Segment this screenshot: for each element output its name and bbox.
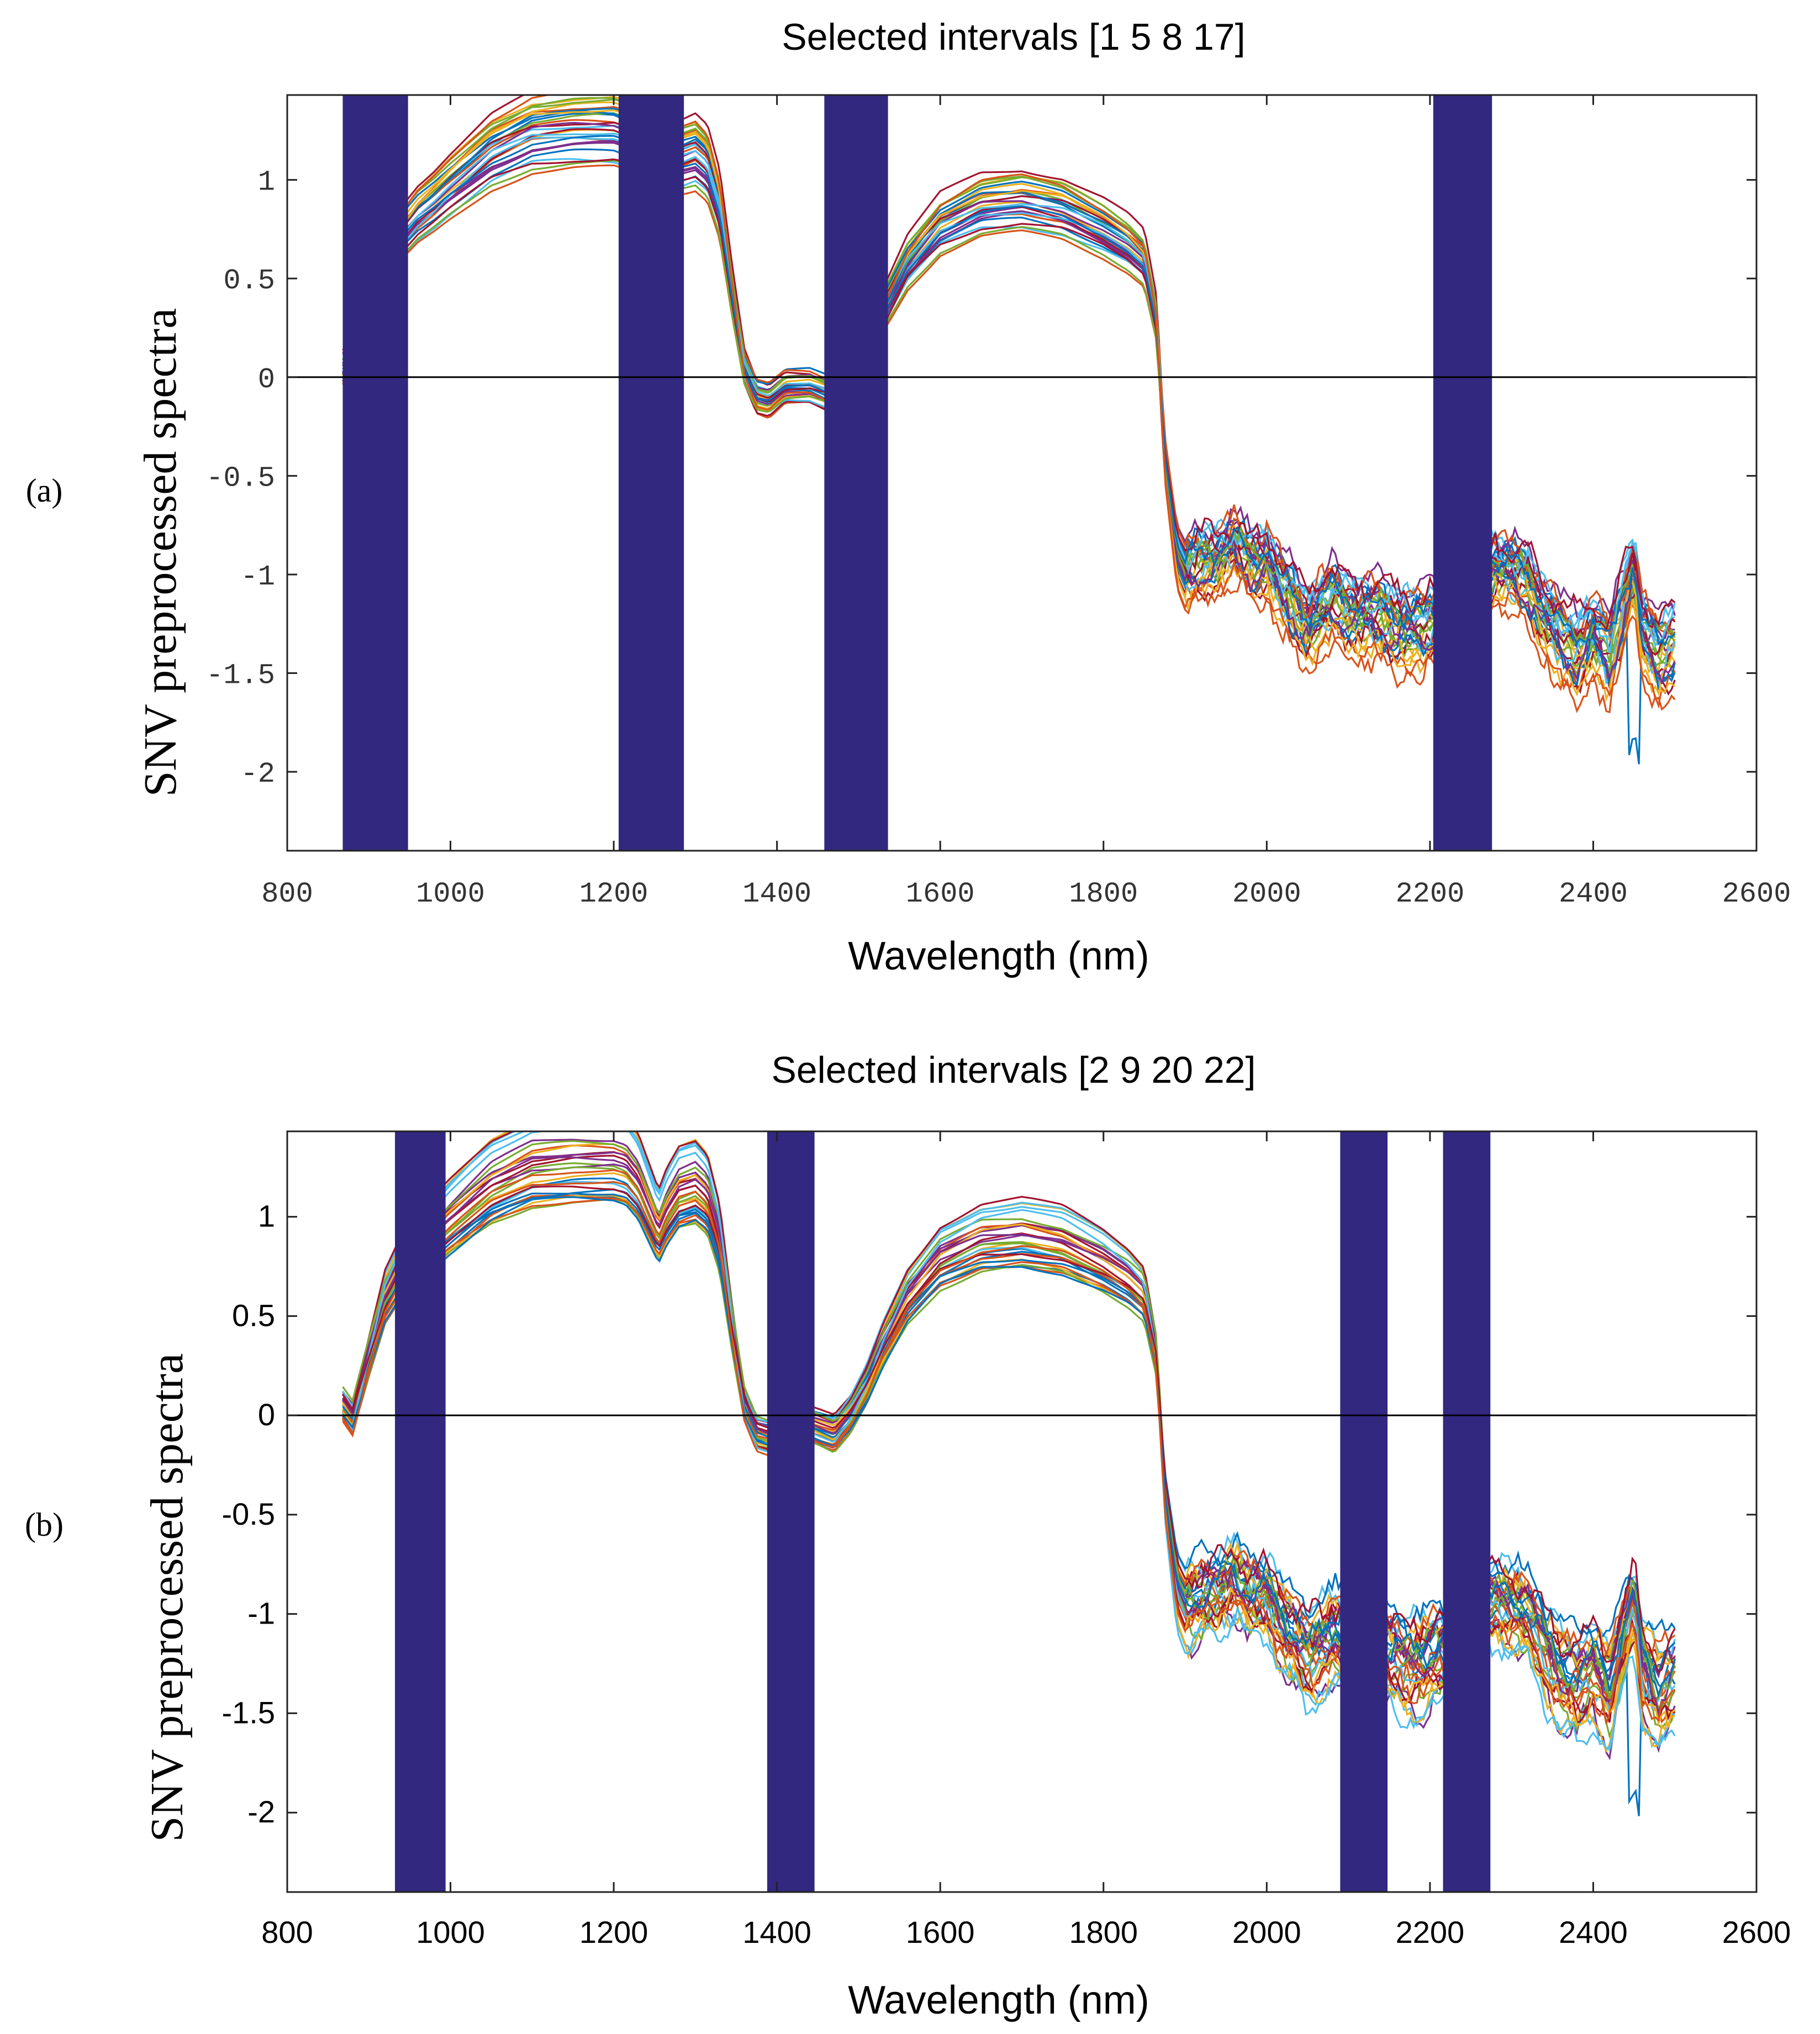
y-tick-label: 0.5 xyxy=(232,1298,275,1332)
plot-background xyxy=(287,95,1756,851)
x-tick-label: 1400 xyxy=(742,1915,811,1949)
axes-frame xyxy=(286,1130,1758,1893)
selected-interval-bar xyxy=(342,95,408,851)
x-tick-label: 1200 xyxy=(579,878,648,910)
y-axis-label: SNV preprocessed spectra xyxy=(135,308,186,797)
x-tick-label: 1800 xyxy=(1069,1915,1138,1949)
panel-b-chart: Selected intervals [2 9 20 22] (b) SNV p… xyxy=(25,1049,1791,2022)
y-tick-label: 1 xyxy=(258,1199,275,1234)
y-tick-label: -1.5 xyxy=(222,1695,276,1730)
selected-interval-bar xyxy=(395,1131,446,1892)
x-tick-label: 1400 xyxy=(742,878,811,910)
y-tick-label: -1 xyxy=(247,1596,275,1631)
x-tick-label: 1000 xyxy=(416,878,485,910)
panel-a-chart: Selected intervals [1 5 8 17] (a) SNV pr… xyxy=(26,16,1791,978)
x-tick-label: 1600 xyxy=(906,1915,975,1949)
x-tick-label: 1800 xyxy=(1069,878,1138,910)
y-tick-label: -1.5 xyxy=(206,660,275,692)
selected-interval-bar xyxy=(824,95,888,851)
y-axis-label: SNV preprocessed spectra xyxy=(141,1353,193,1842)
x-axis-label: Wavelength (nm) xyxy=(848,1978,1149,2022)
y-tick-label: 0 xyxy=(258,1397,275,1432)
x-tick-label: 2000 xyxy=(1232,1915,1301,1949)
chart-title: Selected intervals [2 9 20 22] xyxy=(772,1049,1256,1091)
panel-label: (b) xyxy=(25,1506,64,1543)
plot-area: 800 1000 1200 1400 1600 1800 2000 2200 2400 2600 1… xyxy=(206,94,1791,910)
y-tick-label: 1 xyxy=(258,166,275,199)
selected-interval-bar xyxy=(767,1131,815,1892)
y-tick-label: 0.5 xyxy=(223,265,275,297)
y-tick-label: -0.5 xyxy=(206,462,275,494)
panel-label: (a) xyxy=(26,472,63,509)
selected-interval-bar xyxy=(618,95,684,851)
x-tick-label: 2000 xyxy=(1232,878,1301,910)
y-tick-label: -2 xyxy=(241,758,275,791)
axes-frame xyxy=(286,94,1758,852)
selected-interval-bar xyxy=(1340,1131,1388,1892)
y-tick-label: -0.5 xyxy=(222,1496,276,1531)
plot-area: 800 1000 1200 1400 1600 1800 2000 2200 2400 2600 1… xyxy=(222,1130,1791,1949)
chart-title: Selected intervals [1 5 8 17] xyxy=(782,16,1245,58)
x-tick-label: 800 xyxy=(261,1915,313,1949)
y-tick-label: 0 xyxy=(258,363,275,396)
x-tick-label: 1600 xyxy=(906,878,975,910)
x-tick-label: 2400 xyxy=(1559,1915,1628,1949)
x-tick-label: 2200 xyxy=(1395,878,1464,910)
x-tick-label: 2400 xyxy=(1559,878,1628,910)
x-tick-label: 2200 xyxy=(1396,1915,1465,1949)
x-tick-label: 2600 xyxy=(1722,878,1791,910)
x-tick-label: 1000 xyxy=(416,1915,485,1949)
selected-interval-bar xyxy=(1433,95,1492,851)
x-tick-label: 800 xyxy=(261,878,313,910)
y-tick-label: -1 xyxy=(241,561,275,593)
selected-interval-bar xyxy=(1443,1131,1491,1892)
y-tick-label: -2 xyxy=(247,1794,275,1829)
x-tick-label: 2600 xyxy=(1722,1915,1791,1949)
plot-background xyxy=(287,1131,1756,1892)
x-axis-label: Wavelength (nm) xyxy=(848,934,1149,978)
x-tick-label: 1200 xyxy=(579,1915,648,1949)
